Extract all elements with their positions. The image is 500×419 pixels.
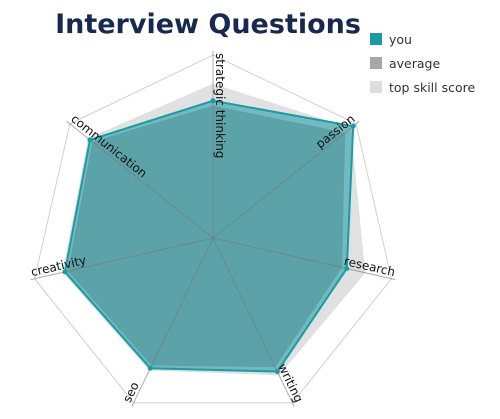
axis-spoke	[212, 237, 295, 407]
axis-spoke	[212, 237, 396, 281]
data-point	[344, 266, 350, 272]
axis-spoke	[212, 121, 360, 239]
grid-ring	[34, 54, 392, 404]
legend-swatch	[370, 81, 382, 93]
data-point	[210, 98, 216, 104]
legend-label: you	[389, 32, 412, 47]
axis-spoke	[30, 237, 214, 281]
data-point	[87, 137, 93, 143]
axis-spoke	[131, 237, 214, 407]
legend-label: average	[389, 56, 440, 71]
axis-label: strategic thinking	[213, 53, 227, 158]
legend-label: top skill score	[389, 80, 475, 95]
data-point	[147, 365, 153, 371]
chart-title: Interview Questions	[55, 9, 361, 40]
legend-swatch	[370, 57, 382, 69]
data-point	[274, 369, 280, 375]
data-point	[350, 123, 356, 129]
axis-label: writing	[275, 361, 306, 404]
series-area	[63, 99, 355, 373]
legend-swatch	[370, 33, 382, 45]
axis-label: seo	[120, 380, 142, 405]
data-point	[62, 269, 68, 275]
